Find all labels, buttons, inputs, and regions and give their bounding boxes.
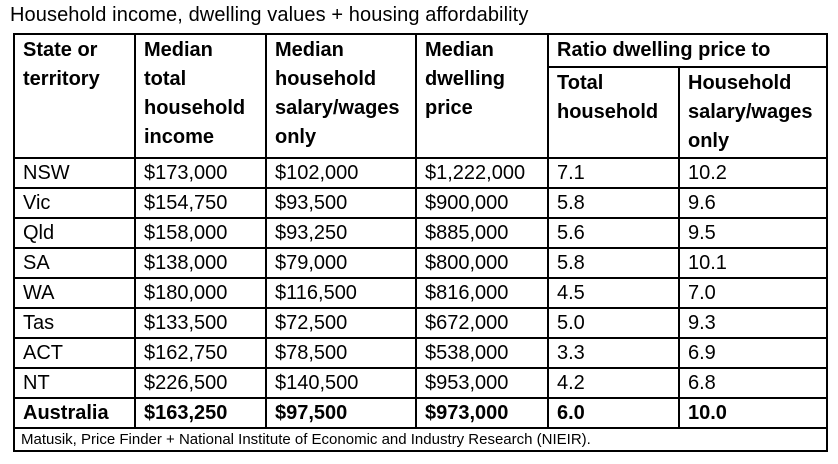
header-income-line: household [144,97,246,119]
header-ratio-group: Ratio dwelling price to [546,33,829,68]
cell-ratio-wages: 10.1 [677,247,829,279]
header-row-1: State or territory Median total househol… [13,33,829,159]
table-row: WA $180,000 $116,500 $816,000 4.5 7.0 [13,277,829,309]
cell-ratio-wages: 7.0 [677,277,829,309]
table-row: ACT $162,750 $78,500 $538,000 3.3 6.9 [13,337,829,369]
cell-ratio-total: 7.1 [547,157,680,189]
cell-price: $885,000 [415,217,549,249]
cell-wages: $79,000 [265,247,417,279]
table-row: SA $138,000 $79,000 $800,000 5.8 10.1 [13,247,829,279]
total-income: $163,250 [134,397,267,429]
cell-ratio-total: 5.0 [547,307,680,339]
cell-state: Qld [13,217,136,249]
header-price-line: dwelling [425,68,505,90]
header-ratio-total: Total household [547,66,680,159]
cell-price: $953,000 [415,367,549,399]
cell-ratio-total: 4.5 [547,277,680,309]
header-wages: Median household salary/wages only [265,33,417,159]
cell-wages: $93,250 [265,217,417,249]
cell-state: SA [13,247,136,279]
cell-wages: $116,500 [265,277,417,309]
header-state-line: territory [23,68,100,90]
cell-ratio-wages: 6.9 [677,337,829,369]
header-income-line: income [144,126,215,148]
total-wages: $97,500 [265,397,417,429]
total-ratio-total: 6.0 [547,397,680,429]
cell-price: $816,000 [415,277,549,309]
cell-price: $672,000 [415,307,549,339]
cell-income: $154,750 [134,187,267,219]
total-price: $973,000 [415,397,549,429]
table-row: Vic $154,750 $93,500 $900,000 5.8 9.6 [13,187,829,219]
cell-income: $133,500 [134,307,267,339]
cell-price: $900,000 [415,187,549,219]
cell-ratio-total: 5.8 [547,187,680,219]
cell-income: $158,000 [134,217,267,249]
header-price-line: Median [425,39,494,61]
cell-state: WA [13,277,136,309]
cell-income: $162,750 [134,337,267,369]
header-ratio-wages-line: Household [688,72,792,94]
table-title: Household income, dwelling values + hous… [10,4,529,26]
total-ratio-wages: 10.0 [677,397,829,429]
header-price: Median dwelling price [415,33,549,159]
cell-ratio-wages: 9.5 [677,217,829,249]
cell-wages: $102,000 [265,157,417,189]
cell-price: $538,000 [415,337,549,369]
header-wages-line: household [275,68,377,90]
cell-ratio-wages: 9.6 [677,187,829,219]
cell-state: ACT [13,337,136,369]
cell-income: $180,000 [134,277,267,309]
cell-wages: $72,500 [265,307,417,339]
cell-ratio-total: 3.3 [547,337,680,369]
table-row: NSW $173,000 $102,000 $1,222,000 7.1 10.2 [13,157,829,189]
cell-ratio-total: 5.8 [547,247,680,279]
header-state: State or territory [13,33,136,159]
cell-ratio-wages: 6.8 [677,367,829,399]
table-row: Qld $158,000 $93,250 $885,000 5.6 9.5 [13,217,829,249]
header-price-line: price [425,97,473,119]
cell-price: $800,000 [415,247,549,279]
affordability-table: State or territory Median total househol… [12,33,829,452]
cell-wages: $93,500 [265,187,417,219]
source-note: Matusik, Price Finder + National Institu… [12,427,829,452]
header-ratio-total-line: Total [557,72,604,94]
cell-wages: $78,500 [265,337,417,369]
header-wages-line: only [275,126,317,148]
cell-state: NSW [13,157,136,189]
cell-ratio-total: 4.2 [547,367,680,399]
header-wages-line: salary/wages [275,97,400,119]
cell-ratio-total: 5.6 [547,217,680,249]
cell-ratio-wages: 9.3 [677,307,829,339]
total-row: Australia $163,250 $97,500 $973,000 6.0 … [13,397,829,429]
header-income-line: Median [144,39,213,61]
total-state: Australia [13,397,136,429]
table-row: Tas $133,500 $72,500 $672,000 5.0 9.3 [13,307,829,339]
header-ratio-wages: Household salary/wages only [677,66,829,159]
cell-price: $1,222,000 [415,157,549,189]
header-wages-line: Median [275,39,344,61]
header-state-line: State or [23,39,98,61]
cell-income: $226,500 [134,367,267,399]
header-ratio-total-line: household [557,101,659,123]
header-ratio-wages-line: salary/wages [688,101,813,123]
cell-income: $173,000 [134,157,267,189]
cell-income: $138,000 [134,247,267,279]
table-row: NT $226,500 $140,500 $953,000 4.2 6.8 [13,367,829,399]
cell-wages: $140,500 [265,367,417,399]
header-row-2: Total household Household salary/wages o… [14,66,829,159]
source-row: Matusik, Price Finder + National Institu… [12,427,829,452]
cell-state: Tas [13,307,136,339]
cell-state: Vic [13,187,136,219]
header-ratio-wages-line: only [688,130,730,152]
cell-state: NT [13,367,136,399]
header-income: Median total household income [134,33,267,159]
cell-ratio-wages: 10.2 [677,157,829,189]
header-income-line: total [144,68,187,90]
